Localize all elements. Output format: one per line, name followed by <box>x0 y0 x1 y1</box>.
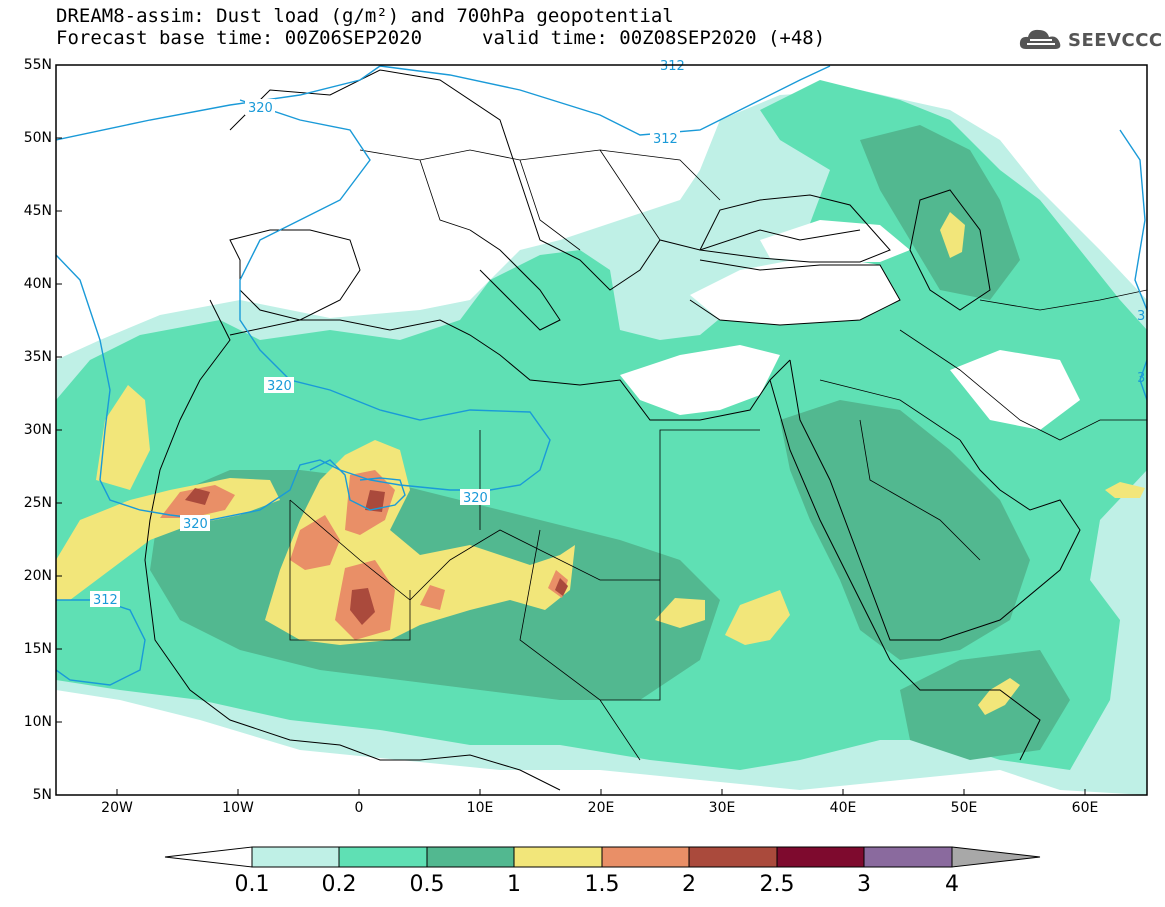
contour-label: 320 <box>463 491 488 506</box>
colorbar-bin <box>776 846 865 868</box>
clear-sky-mediterranean <box>620 345 780 415</box>
lon-label: 50E <box>950 800 978 816</box>
coast-north-africa <box>229 319 791 421</box>
dust-field-yellow-oman <box>1105 482 1145 498</box>
colorbar-label: 3 <box>857 872 871 897</box>
contour-label: 3 <box>1137 371 1145 386</box>
lat-label: 55N <box>23 57 52 73</box>
dust-field-yellow-sudan-2 <box>725 590 790 645</box>
contour-320-loop <box>309 459 406 511</box>
colorbar-label: 0.2 <box>321 872 357 897</box>
colorbar-bin <box>513 846 603 868</box>
borders-africa <box>289 429 760 761</box>
colorbar-label: 0.1 <box>234 872 270 897</box>
colorbar-label: 2 <box>682 872 696 897</box>
colorbar-min-arrow <box>164 846 253 868</box>
lon-label: 10E <box>466 800 494 816</box>
colorbar-label: 4 <box>945 872 959 897</box>
colorbar <box>164 846 1041 868</box>
lat-label: 10N <box>23 714 52 730</box>
borders-europe <box>359 149 721 251</box>
colorbar-bin <box>601 846 690 868</box>
coast-red-sea <box>769 379 1041 761</box>
coastlines <box>144 69 1147 791</box>
contour-label: 320 <box>183 517 208 532</box>
contour-label: 320 <box>267 379 292 394</box>
colorbar-label: 2.5 <box>759 872 795 897</box>
coast-anatolia <box>689 259 901 326</box>
lon-label: 40E <box>829 800 857 816</box>
cloud-icon <box>1019 29 1061 49</box>
colorbar-bin <box>251 846 340 868</box>
colorbar-label: 1.5 <box>584 872 620 897</box>
contour-label: 3 <box>1137 309 1145 324</box>
coast-europe <box>229 69 861 291</box>
lon-label: 10W <box>222 800 254 816</box>
contour-312-north <box>56 65 831 141</box>
axis-ticks <box>56 64 1086 795</box>
lon-label: 20E <box>587 800 615 816</box>
contour-east <box>1119 129 1147 401</box>
lat-label: 40N <box>23 276 52 292</box>
coast-caspian <box>909 189 991 311</box>
dust-field-yellow-canary <box>96 385 150 490</box>
contour-label: 320 <box>248 101 273 116</box>
coast-black-sea <box>699 194 891 263</box>
contour-label: 312 <box>660 59 685 74</box>
borders-middle-east <box>819 289 1147 561</box>
coast-west-africa <box>144 299 561 791</box>
contour-320-north <box>56 99 551 521</box>
colorbar-label: 1 <box>507 872 521 897</box>
lon-label: 30E <box>708 800 736 816</box>
lat-label: 35N <box>23 349 52 365</box>
seevccc-logo: SEEVCCC <box>1018 26 1163 54</box>
colorbar-bin <box>688 846 778 868</box>
valid-time: valid time: 00Z08SEP2020 (+48) <box>482 27 826 49</box>
lat-label: 45N <box>23 203 52 219</box>
lon-label: 20W <box>101 800 133 816</box>
colorbar-bin <box>863 846 953 868</box>
lon-label: 0 <box>354 800 364 816</box>
clear-sky-anatolia <box>690 255 900 325</box>
dust-field-yellow-somalia <box>978 678 1020 715</box>
contour-labels: 320 312 320 320 320 312 312 3 3 <box>90 59 1145 608</box>
base-time: Forecast base time: 00Z06SEP2020 <box>56 27 423 49</box>
clear-sky-iran <box>950 350 1080 430</box>
dust-field-dark-arabia <box>780 400 1030 660</box>
dust-field-yellow-caspian <box>940 212 965 258</box>
lat-label: 15N <box>23 641 52 657</box>
lat-label: 50N <box>23 130 52 146</box>
coast-italy <box>469 229 561 331</box>
lat-label: 20N <box>23 568 52 584</box>
coast-arabia <box>789 359 1081 641</box>
colorbar-label: 0.5 <box>409 872 445 897</box>
colorbar-max-arrow <box>951 846 1041 868</box>
contour-label: 312 <box>653 132 678 147</box>
logo-text: SEEVCCC <box>1068 29 1163 51</box>
colorbar-bin <box>426 846 515 868</box>
lon-label: 60E <box>1071 800 1099 816</box>
dust-field-yellow-sudan <box>655 598 705 628</box>
colorbar-bin <box>338 846 428 868</box>
lat-label: 25N <box>23 495 52 511</box>
dust-field-dark-caspian <box>860 125 1020 300</box>
contour-label: 312 <box>93 593 118 608</box>
dust-fields <box>56 80 1147 795</box>
lat-label: 5N <box>32 787 52 803</box>
map-title: DREAM8-assim: Dust load (g/m²) and 700hP… <box>56 5 674 27</box>
lat-label: 30N <box>23 422 52 438</box>
